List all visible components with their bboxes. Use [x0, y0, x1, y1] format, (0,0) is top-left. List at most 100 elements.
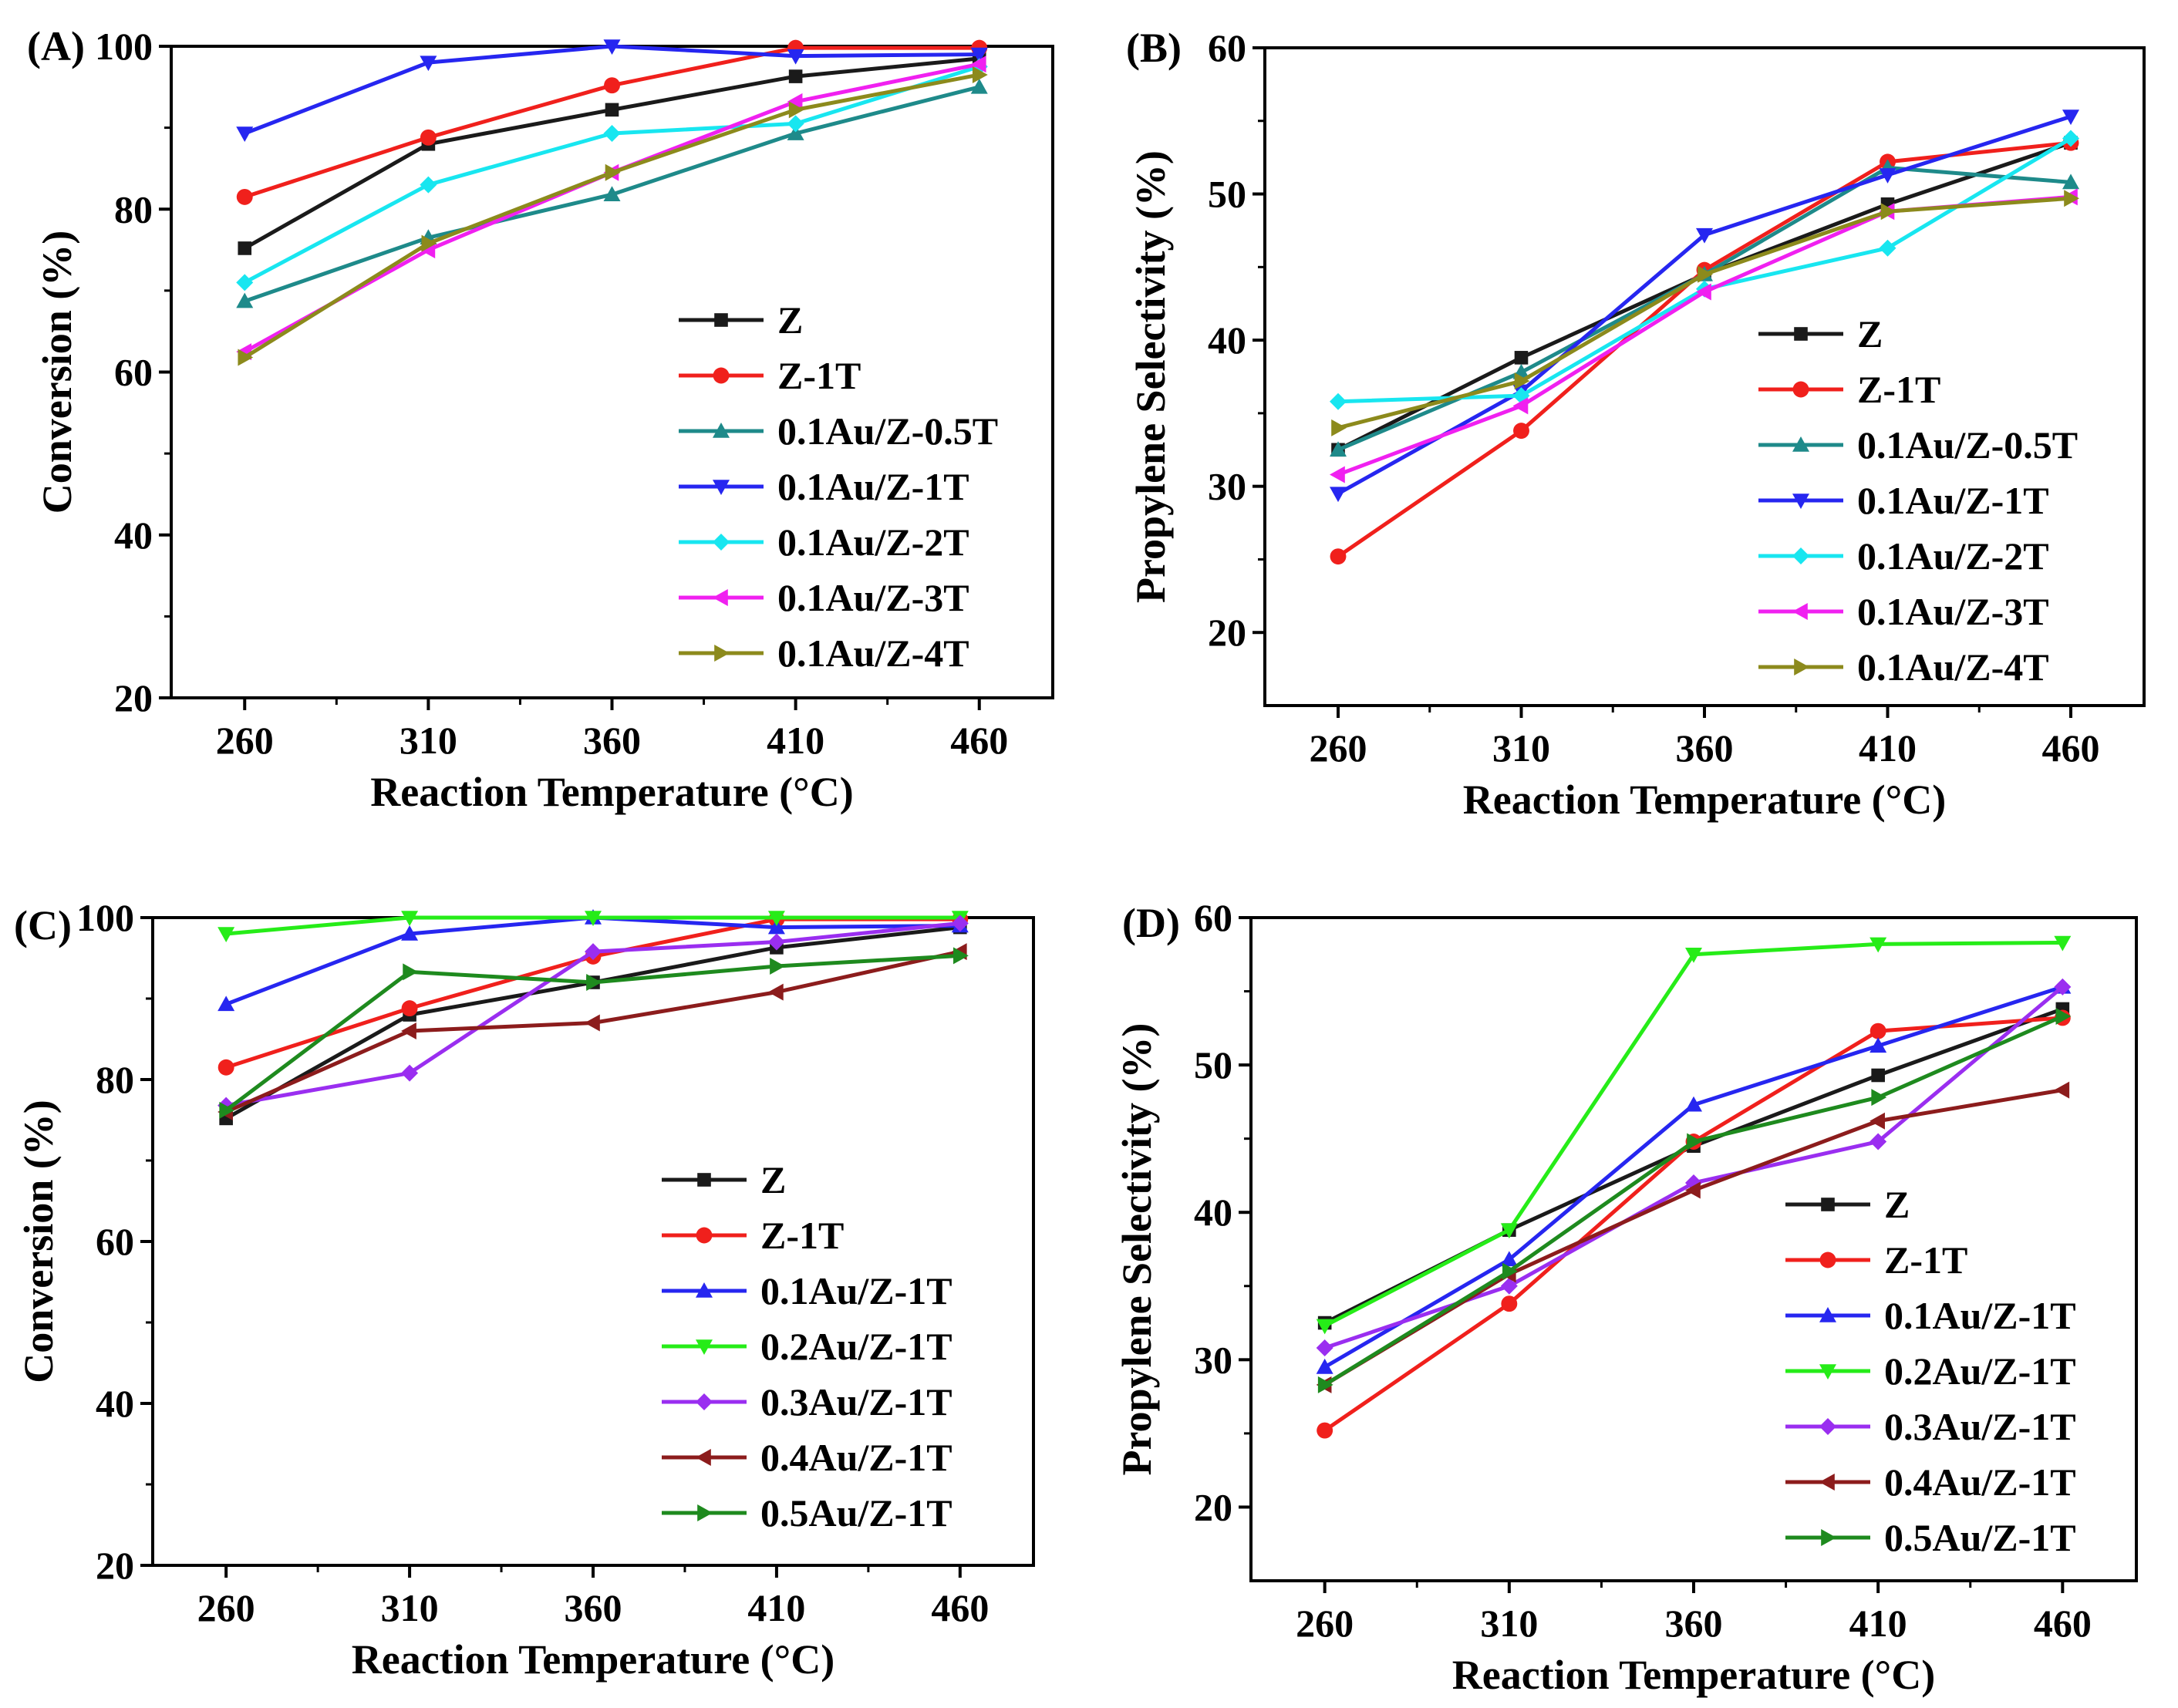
data-point: [1512, 397, 1529, 415]
data-point: [970, 56, 986, 73]
legend-marker: [1819, 1364, 1836, 1380]
data-point: [585, 1014, 600, 1032]
x-tick-label: 260: [1310, 726, 1367, 770]
data-point: [1501, 1295, 1518, 1312]
legend-marker: [1819, 1252, 1836, 1268]
legend-marker: [1794, 327, 1808, 341]
y-tick-label: 20: [114, 676, 153, 719]
data-point: [1330, 487, 1347, 503]
x-axis-label: Reaction Temperature (°C): [370, 769, 853, 815]
legend: Z Z-1T 0.1Au/Z-0.5T 0.1Au/Z-1T 0.1Au/Z-2T 0.1…: [1758, 312, 2078, 689]
data-point: [951, 915, 969, 932]
data-point: [767, 933, 785, 951]
legend-label: Z-1T: [760, 1214, 844, 1257]
data-point: [1685, 1096, 1702, 1112]
legend-label: 0.2Au/Z-1T: [760, 1325, 952, 1368]
legend-item: 0.1Au/Z-0.5T: [679, 409, 998, 453]
legend-marker: [1819, 1418, 1836, 1435]
panel-label: (D): [1122, 900, 1180, 946]
legend-marker: [697, 1173, 711, 1187]
legend-label: 0.1Au/Z-2T: [1857, 534, 2049, 578]
data-point: [1879, 168, 1896, 184]
legend: Z Z-1T 0.1Au/Z-1T 0.2Au/Z-1T 0.3Au/Z-1T 0.4Au…: [1785, 1183, 2076, 1559]
legend-label: 0.3Au/Z-1T: [1884, 1405, 2076, 1448]
legend-marker: [1792, 547, 1809, 564]
panel-label: (C): [14, 902, 72, 948]
legend-marker: [713, 589, 728, 606]
legend-label: 0.1Au/Z-4T: [1857, 645, 2049, 689]
data-point: [219, 1101, 235, 1119]
data-point: [1880, 203, 1896, 221]
data-point: [238, 349, 254, 366]
panel-a: 260 310 360 410 460 20 40 60 80 100 Reaction Tempe…: [27, 23, 1054, 815]
legend-item: 0.1Au/Z-4T: [1758, 645, 2049, 689]
data-point: [1514, 351, 1529, 365]
series-0-1au-z-4t: [238, 66, 988, 366]
legend-item: 0.1Au/Z-2T: [1758, 534, 2049, 578]
data-point: [401, 925, 419, 941]
data-point: [1687, 1133, 1702, 1150]
data-point: [1871, 1089, 1887, 1107]
legend-item: 0.1Au/Z-3T: [679, 576, 969, 619]
legend-item: 0.4Au/Z-1T: [662, 1436, 952, 1479]
data-point: [603, 186, 621, 202]
legend-label: 0.1Au/Z-1T: [1884, 1294, 2076, 1337]
data-point: [787, 93, 803, 110]
x-tick-label: 360: [1676, 726, 1734, 770]
legend-item: 0.1Au/Z-4T: [679, 632, 969, 675]
data-point: [217, 927, 235, 942]
data-point: [1502, 1262, 1518, 1280]
legend-marker: [713, 367, 730, 384]
data-point: [1685, 947, 1702, 963]
data-point: [1500, 1223, 1518, 1239]
legend: Z Z-1T 0.1Au/Z-1T 0.2Au/Z-1T 0.3Au/Z-1T 0.4Au…: [662, 1158, 952, 1535]
x-tick-label: 410: [747, 1586, 805, 1629]
legend-label: 0.2Au/Z-1T: [1884, 1349, 2076, 1393]
legend-marker: [713, 534, 730, 551]
y-axis-label: Conversion (%): [15, 1100, 62, 1383]
legend-marker: [1792, 603, 1808, 620]
legend-marker: [714, 645, 730, 662]
legend-item: 0.2Au/Z-1T: [1785, 1349, 2076, 1393]
y-tick-label: 40: [1208, 318, 1246, 362]
legend-item: 0.3Au/Z-1T: [1785, 1405, 2076, 1448]
y-tick-label: 30: [1194, 1338, 1232, 1381]
legend-marker: [1819, 1307, 1836, 1322]
legend-item: 0.1Au/Z-1T: [1758, 479, 2049, 522]
legend-label: 0.1Au/Z-1T: [777, 465, 969, 508]
data-point: [603, 125, 621, 143]
data-point: [767, 911, 785, 926]
legend-label: 0.5Au/Z-1T: [1884, 1516, 2076, 1559]
x-axis-label: Reaction Temperature (°C): [352, 1636, 834, 1683]
panel-label: (B): [1126, 25, 1182, 71]
y-tick-label: 60: [114, 351, 153, 394]
data-point: [605, 103, 619, 117]
x-tick-label: 360: [583, 719, 641, 762]
legend-item: Z-1T: [679, 354, 861, 397]
data-point: [787, 49, 804, 65]
legend-item: 0.1Au/Z-1T: [662, 1269, 952, 1312]
x-tick-label: 460: [2034, 1602, 2092, 1645]
panel-b: 260 310 360 410 460 20 30 40 50 60 Reaction Temper…: [1126, 25, 2146, 823]
x-tick-label: 310: [1492, 726, 1550, 770]
legend-marker: [1794, 659, 1809, 675]
x-tick-label: 460: [2042, 726, 2100, 770]
legend-marker: [696, 1449, 711, 1466]
legend-item: Z: [662, 1158, 786, 1201]
legend-item: 0.1Au/Z-0.5T: [1758, 423, 2078, 467]
data-point: [1330, 441, 1347, 457]
panel-d: 260 310 360 410 460 20 30 40 50 60 Reaction Temper…: [1114, 896, 2138, 1698]
legend-marker: [1819, 1474, 1835, 1491]
y-tick-label: 60: [96, 1220, 134, 1263]
data-point: [1317, 1422, 1333, 1439]
legend-label: 0.1Au/Z-4T: [777, 632, 969, 675]
y-tick-label: 50: [1208, 173, 1246, 216]
y-tick-label: 40: [114, 514, 153, 557]
data-point: [2054, 1081, 2070, 1099]
legend-marker: [1792, 381, 1809, 398]
data-point: [1696, 227, 1713, 244]
legend-marker: [696, 1282, 713, 1298]
legend-label: Z-1T: [777, 354, 861, 397]
data-point: [2054, 978, 2072, 995]
legend-label: 0.5Au/Z-1T: [760, 1491, 952, 1535]
